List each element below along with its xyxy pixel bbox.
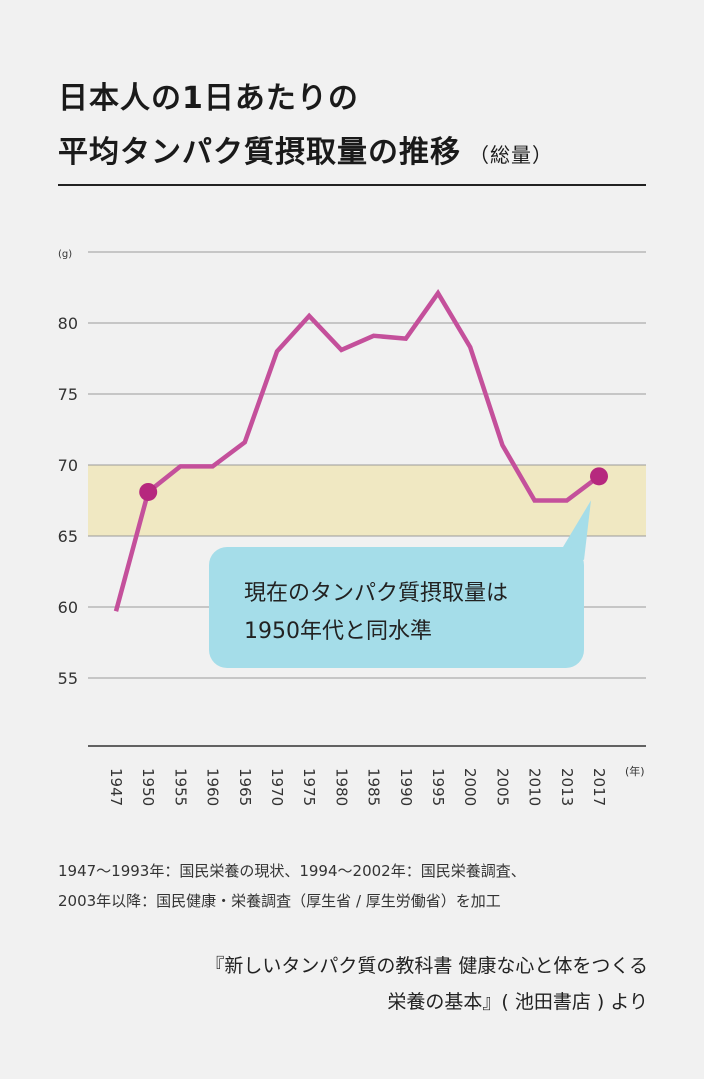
x-tick-label: 1980 [332,768,350,806]
x-tick-label: 1947 [107,768,125,806]
highlight-point-1950 [139,482,158,501]
y-axis-unit: (g) [58,249,72,260]
line-chart: 55 60 65 70 75 80 (g) 1947 1950 1955 1960 1965 1970 1… [58,249,646,806]
callout-line-2: 1950年代と同水準 [244,619,432,644]
title-divider [58,184,646,186]
credit-line-1: 『新しいタンパク質の教科書 健康な心と体をつくる [205,955,648,977]
x-tick-label: 1970 [268,768,286,806]
x-tick-label: 1950 [139,768,157,806]
highlight-point-2017 [590,467,608,486]
y-tick-label: 75 [58,385,78,404]
y-tick-label: 60 [58,598,78,617]
y-tick-label: 70 [58,456,78,475]
y-tick-label: 55 [58,669,78,688]
source-line-1: 1947～1993年：国民栄養の現状、1994～2002年：国民栄養調査、 [58,862,526,880]
x-tick-label: 2010 [526,768,544,806]
title-line-2: 平均タンパク質摂取量の推移 （総量） [58,126,553,182]
source-line-2: 2003年以降：国民健康・栄養調査（厚生省 / 厚生労働省）を加工 [58,892,501,910]
y-tick-label: 65 [58,527,78,546]
x-tick-label: 1975 [300,768,318,806]
callout-bubble: 現在のタンパク質摂取量は 1950年代と同水準 [209,547,584,668]
y-tick-label: 80 [58,314,78,333]
title-line-1: 日本人の1日あたりの [58,81,359,116]
title-line-2-main: 平均タンパク質摂取量の推移 [58,135,461,170]
book-credit: 『新しいタンパク質の教科書 健康な心と体をつくる 栄養の基本』( 池田書店 ) … [205,948,648,1020]
x-tick-label: 2000 [461,768,479,806]
x-tick-label: 1960 [204,768,222,806]
x-tick-label: 1965 [236,768,254,806]
x-tick-label: 2005 [493,768,511,806]
x-tick-label: 1955 [171,768,189,806]
chart-title: 日本人の1日あたりの 平均タンパク質摂取量の推移 （総量） [58,72,553,182]
series-line [113,289,601,612]
x-axis-unit: (年) [625,764,645,778]
credit-line-2: 栄養の基本』( 池田書店 ) より [387,991,648,1013]
x-tick-label: 2017 [590,768,608,806]
data-source-note: 1947～1993年：国民栄養の現状、1994～2002年：国民栄養調査、 20… [58,856,526,916]
x-tick-label: 1995 [429,768,447,806]
callout-pointer [560,500,591,560]
x-tick-label: 1985 [365,768,383,806]
title-subtitle: （総量） [469,143,553,167]
callout-line-1: 現在のタンパク質摂取量は [244,581,509,606]
x-tick-label: 2013 [558,768,576,806]
x-tick-label: 1990 [397,768,415,806]
